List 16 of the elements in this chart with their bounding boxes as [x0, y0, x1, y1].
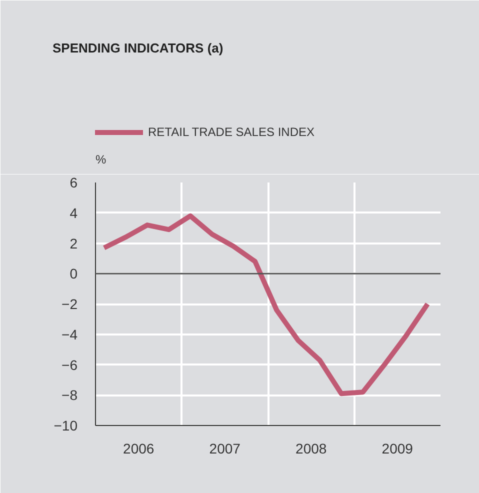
- y-tick-label: 0: [70, 266, 78, 282]
- x-tick-label: 2009: [382, 440, 414, 456]
- y-tick-label: −6: [62, 356, 78, 373]
- y-tick-label: 4: [70, 204, 78, 221]
- y-tick-label: 2: [70, 235, 78, 252]
- x-tick-label: 2008: [296, 440, 327, 456]
- y-tick-label: −4: [62, 326, 78, 342]
- y-axis-title: %: [96, 152, 106, 166]
- x-tick-label: 2006: [123, 440, 154, 456]
- y-tick-label: −2: [62, 296, 78, 312]
- x-tick-label: 2007: [209, 440, 241, 456]
- chart-title: SPENDING INDICATORS (a): [52, 40, 224, 56]
- y-tick-label: 6: [70, 174, 78, 190]
- y-tick-label: −8: [62, 387, 78, 404]
- y-tick-label: −10: [54, 418, 78, 434]
- legend-label: RETAIL TRADE SALES INDEX: [148, 125, 314, 139]
